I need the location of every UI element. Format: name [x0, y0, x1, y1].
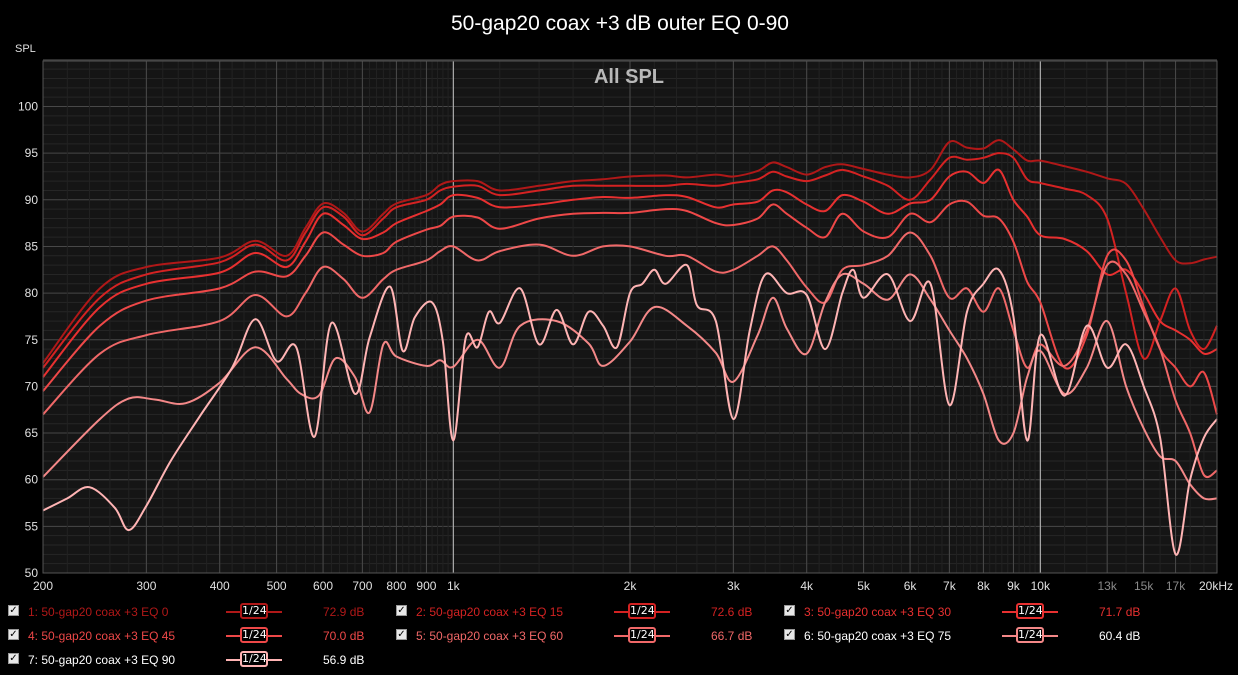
- legend-checkbox[interactable]: ✓: [8, 629, 19, 640]
- chart-subtitle: All SPL: [594, 66, 664, 88]
- y-tick-label: 50: [25, 566, 39, 580]
- y-tick-label: 80: [25, 286, 39, 300]
- legend-item-7[interactable]: ✓ 7: 50-gap20 coax +3 EQ 90 1/24 56.9 dB: [8, 650, 388, 670]
- legend-smoothing-badge[interactable]: 1/24: [240, 627, 268, 643]
- series-lines: [42, 139, 1218, 556]
- x-tick-label: 4k: [800, 579, 814, 593]
- x-tick-label: 3k: [727, 579, 741, 593]
- legend-smoothing-badge[interactable]: 1/24: [1016, 627, 1044, 643]
- y-tick-label: 95: [25, 146, 39, 160]
- legend-checkbox[interactable]: ✓: [396, 605, 407, 616]
- grid: [43, 59, 1217, 573]
- legend-checkbox[interactable]: ✓: [8, 653, 19, 664]
- legend-item-1[interactable]: ✓ 1: 50-gap20 coax +3 EQ 0 1/24 72.9 dB: [8, 602, 388, 622]
- legend-series-name: 6: 50-gap20 coax +3 EQ 75: [804, 629, 952, 643]
- x-tick-label: 8k: [977, 579, 991, 593]
- x-tick-label: 200: [33, 579, 53, 593]
- legend-level-value: 66.7 dB: [711, 629, 753, 643]
- legend-level-value: 60.4 dB: [1099, 629, 1141, 643]
- legend: ✓ 1: 50-gap20 coax +3 EQ 0 1/24 72.9 dB ✓ 2: …: [0, 600, 1238, 675]
- x-tick-label: 20kHz: [1199, 579, 1233, 593]
- legend-checkbox[interactable]: ✓: [784, 605, 795, 616]
- spl-chart: 50 55 60 65 70 75 80 85 90 95 100 200 300 400 500 600 70…: [15, 12, 1233, 594]
- x-tick-label: 300: [136, 579, 156, 593]
- legend-series-name: 1: 50-gap20 coax +3 EQ 0: [28, 605, 169, 619]
- legend-item-3[interactable]: ✓ 3: 50-gap20 coax +3 EQ 30 1/24 71.7 dB: [784, 602, 1164, 622]
- x-tick-label: 10k: [1031, 579, 1051, 593]
- series-line-3: [42, 168, 1218, 378]
- tick-labels: 50 55 60 65 70 75 80 85 90 95 100 200 300 400 500 600 70…: [18, 100, 1233, 594]
- legend-smoothing-badge[interactable]: 1/24: [240, 603, 268, 619]
- x-tick-label: 800: [386, 579, 406, 593]
- legend-checkbox[interactable]: ✓: [784, 629, 795, 640]
- legend-smoothing-badge[interactable]: 1/24: [1016, 603, 1044, 619]
- x-tick-label: 400: [210, 579, 230, 593]
- y-tick-label: 90: [25, 193, 39, 207]
- x-tick-label: 5k: [857, 579, 871, 593]
- legend-item-4[interactable]: ✓ 4: 50-gap20 coax +3 EQ 45 1/24 70.0 dB: [8, 626, 388, 646]
- legend-smoothing-badge[interactable]: 1/24: [628, 603, 656, 619]
- y-tick-label: 70: [25, 379, 39, 393]
- y-tick-label: 65: [25, 426, 39, 440]
- series-line-2: [42, 152, 1218, 369]
- x-tick-label: 7k: [943, 579, 957, 593]
- x-tick-label: 15k: [1134, 579, 1154, 593]
- series-line-1: [42, 139, 1218, 364]
- legend-level-value: 72.9 dB: [323, 605, 365, 619]
- chart-title: 50-gap20 coax +3 dB outer EQ 0-90: [451, 12, 789, 35]
- legend-level-value: 70.0 dB: [323, 629, 365, 643]
- series-line-7: [42, 263, 1218, 556]
- x-tick-label: 500: [267, 579, 287, 593]
- y-tick-label: 75: [25, 333, 39, 347]
- y-tick-label: 85: [25, 239, 39, 253]
- x-tick-label: 13k: [1098, 579, 1118, 593]
- x-tick-label: 900: [416, 579, 436, 593]
- y-tick-label: 55: [25, 519, 39, 533]
- legend-item-2[interactable]: ✓ 2: 50-gap20 coax +3 EQ 15 1/24 72.6 dB: [396, 602, 776, 622]
- legend-series-name: 2: 50-gap20 coax +3 EQ 15: [416, 605, 564, 619]
- legend-series-name: 7: 50-gap20 coax +3 EQ 90: [28, 653, 176, 667]
- x-tick-label: 600: [313, 579, 333, 593]
- x-tick-label: 2k: [624, 579, 638, 593]
- legend-smoothing-badge[interactable]: 1/24: [240, 651, 268, 667]
- legend-level-value: 56.9 dB: [323, 653, 365, 667]
- series-line-5: [42, 231, 1218, 479]
- x-tick-label: 17k: [1166, 579, 1186, 593]
- y-tick-label: 60: [25, 473, 39, 487]
- series-line-4: [42, 199, 1218, 415]
- legend-level-value: 72.6 dB: [711, 605, 753, 619]
- legend-series-name: 5: 50-gap20 coax +3 EQ 60: [416, 629, 564, 643]
- x-tick-label: 6k: [904, 579, 918, 593]
- legend-checkbox[interactable]: ✓: [8, 605, 19, 616]
- legend-item-5[interactable]: ✓ 5: 50-gap20 coax +3 EQ 60 1/24 66.7 dB: [396, 626, 776, 646]
- legend-series-name: 3: 50-gap20 coax +3 EQ 30: [804, 605, 952, 619]
- legend-series-name: 4: 50-gap20 coax +3 EQ 45: [28, 629, 176, 643]
- x-tick-label: 1k: [447, 579, 461, 593]
- legend-smoothing-badge[interactable]: 1/24: [628, 627, 656, 643]
- plot-border: [42, 60, 1218, 574]
- y-axis-label: SPL: [15, 43, 36, 55]
- legend-checkbox[interactable]: ✓: [396, 629, 407, 640]
- x-tick-label: 700: [352, 579, 372, 593]
- x-tick-label: 9k: [1007, 579, 1021, 593]
- y-tick-label: 100: [18, 100, 38, 114]
- legend-item-6[interactable]: ✓ 6: 50-gap20 coax +3 EQ 75 1/24 60.4 dB: [784, 626, 1164, 646]
- legend-level-value: 71.7 dB: [1099, 605, 1141, 619]
